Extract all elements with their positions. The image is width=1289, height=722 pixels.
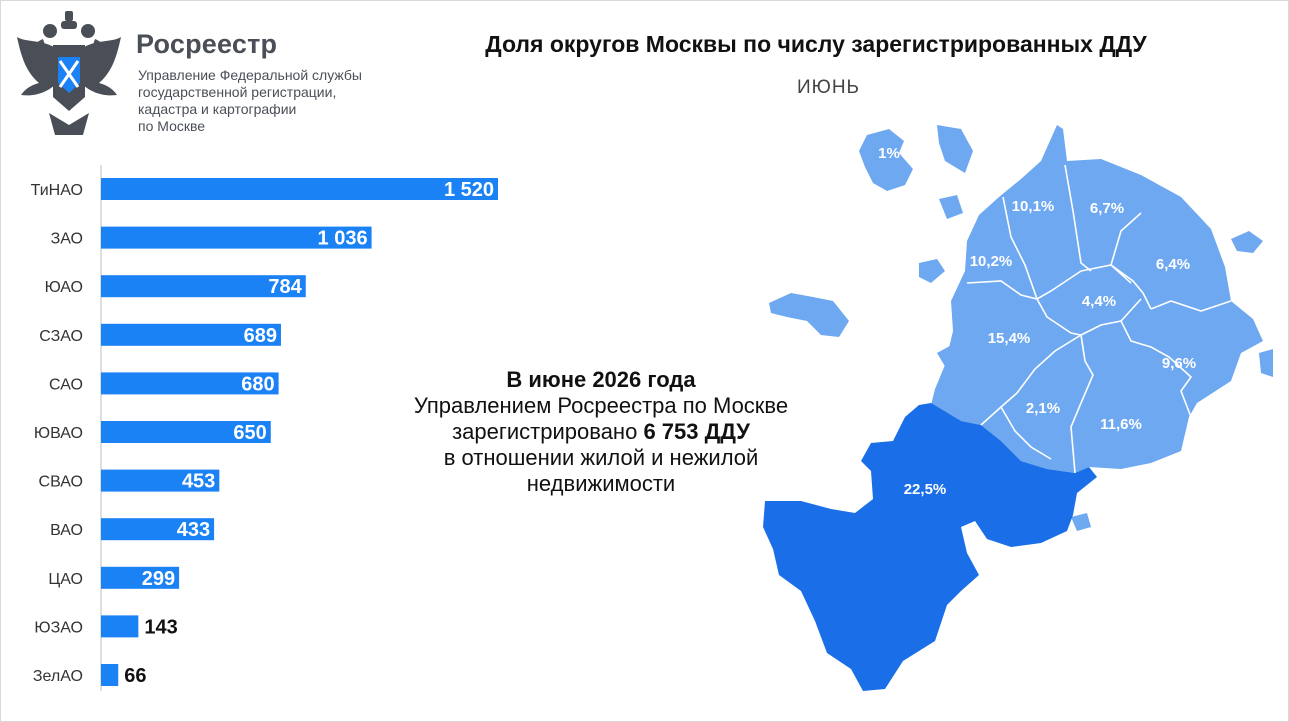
brand-name: Росреестр <box>136 29 278 59</box>
bar-category-label: САО <box>49 376 83 393</box>
bar-category-label: ЮВАО <box>34 425 83 442</box>
summary-text: В июне 2026 года Управлением Росреестра … <box>371 367 831 497</box>
map-label-cao: 4,4% <box>1082 293 1116 310</box>
bar-value-label: 299 <box>142 568 175 590</box>
summary-total-value: 6 753 ДДУ <box>643 419 750 444</box>
bar <box>101 226 372 249</box>
bar <box>101 469 220 492</box>
brand-sub-line: Управление Федеральной службы <box>138 67 362 83</box>
bar-category-label: ЦАО <box>48 571 83 588</box>
bar-value-label: 1 520 <box>444 179 494 201</box>
brand-sub-line: по Москве <box>138 118 206 134</box>
bar-value-label: 66 <box>124 665 146 687</box>
summary-line-3-prefix: зарегистрировано <box>452 419 644 444</box>
map-label-szao: 10,1% <box>1012 198 1055 215</box>
map-label-zelao: 1% <box>878 145 900 162</box>
map-label-zao: 15,4% <box>988 330 1031 347</box>
map-district-tinao <box>763 403 1097 691</box>
bar-chart: ТиНАО 1 520 ЗАО 1 036 ЮАО 784 СЗАО 689 САО 680 ЮВА… <box>31 165 498 691</box>
brand-sub-line: кадастра и картографии <box>138 101 297 117</box>
map-district-zelao <box>859 129 913 191</box>
map-exclave <box>769 293 849 337</box>
bar-value-label: 433 <box>177 519 210 541</box>
map-label-vao: 6,4% <box>1156 256 1190 273</box>
map-label-sao: 6,7% <box>1090 200 1124 217</box>
bar-value-label: 784 <box>268 276 302 298</box>
bar-category-label: ЗелАО <box>33 668 83 685</box>
bar-value-label: 689 <box>244 325 277 347</box>
chart-title: Доля округов Москвы по числу зарегистрир… <box>485 31 1147 57</box>
map-exclave <box>1071 513 1091 531</box>
map-label-tinao: 22,5% <box>904 481 947 498</box>
bar-category-label: ТиНАО <box>31 182 83 199</box>
bar-category-label: ЮЗАО <box>34 619 83 636</box>
chart-subtitle: ИЮНЬ <box>796 77 861 98</box>
rosreestr-emblem-icon <box>17 11 121 135</box>
map-old-moscow <box>929 125 1263 473</box>
bar-category-label: ЗАО <box>51 231 83 248</box>
bar-value-label: 650 <box>233 422 266 444</box>
map-label-zao-north: 10,2% <box>970 253 1013 270</box>
map-exclave <box>1231 231 1263 253</box>
brand-subtitle: Управление Федеральной службы государств… <box>138 67 398 135</box>
bar-category-label: СВАО <box>39 474 83 491</box>
summary-line-4: в отношении жилой и нежилой <box>443 445 759 470</box>
summary-line-3: зарегистрировано 6 753 ДДУ <box>371 419 831 445</box>
moscow-district-map: 1% 10,1% 6,7% 10,2% 6,4% 4,4% 15,4% 9,6%… <box>763 125 1273 691</box>
map-exclave <box>937 125 973 173</box>
bar <box>101 518 215 541</box>
bar-category-label: ЮАО <box>45 279 83 296</box>
map-exclave <box>939 195 963 219</box>
bar-category-label: СЗАО <box>39 328 83 345</box>
map-exclave <box>919 259 945 283</box>
map-label-yuzao: 2,1% <box>1026 400 1060 417</box>
summary-line-2: Управлением Росреестра по Москве <box>413 393 789 418</box>
map-label-yuvao: 9,6% <box>1162 355 1196 372</box>
brand-sub-line: государственной регистрации, <box>138 84 337 100</box>
bar-value-label: 680 <box>241 373 274 395</box>
summary-line-5: недвижимости <box>526 471 676 496</box>
map-label-yuao: 11,6% <box>1100 416 1142 433</box>
bar-value-label: 1 036 <box>318 228 368 250</box>
bar <box>101 566 180 589</box>
bar <box>101 372 279 395</box>
bar <box>101 178 498 200</box>
bar-value-label: 143 <box>144 616 177 638</box>
map-exclave <box>1259 349 1273 377</box>
bar-category-label: ВАО <box>50 522 83 539</box>
bar <box>101 664 119 686</box>
bar <box>101 275 306 298</box>
summary-line-1: В июне 2026 года <box>506 367 696 392</box>
bar-value-label: 453 <box>182 471 215 493</box>
bar <box>101 421 271 443</box>
bar <box>101 615 139 638</box>
bar <box>101 323 281 346</box>
